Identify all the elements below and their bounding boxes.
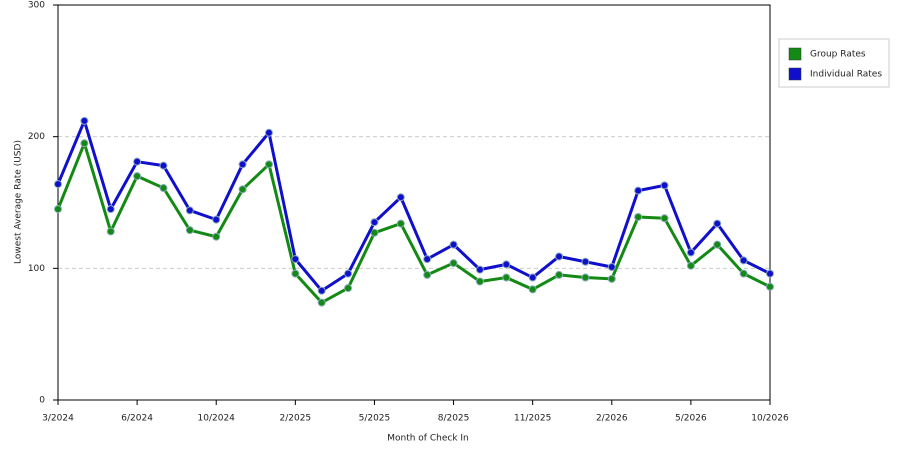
legend-swatch (788, 67, 802, 81)
point (80, 116, 89, 125)
point (396, 193, 405, 202)
point (185, 226, 194, 235)
legend-swatch (788, 47, 802, 61)
point (291, 255, 300, 264)
point (475, 277, 484, 286)
point (344, 269, 353, 278)
point (713, 219, 722, 228)
point (370, 218, 379, 227)
plot-frame (57, 4, 771, 401)
point (423, 270, 432, 279)
point (449, 259, 458, 268)
point (185, 206, 194, 215)
y-axis-label: Lowest Average Rate (USD) (14, 140, 24, 264)
point (581, 257, 590, 266)
x-tick-label: 10/2024 (198, 414, 236, 424)
x-tick-label: 8/2025 (438, 414, 470, 424)
x-tick-label: 2/2026 (596, 414, 628, 424)
point (502, 260, 511, 269)
point (396, 219, 405, 228)
x-tick-label: 3/2024 (42, 414, 74, 424)
x-tick-label: 5/2025 (359, 414, 391, 424)
point (370, 228, 379, 237)
point (54, 180, 62, 189)
legend-label: Individual Rates (810, 70, 882, 80)
point (212, 232, 221, 241)
y-tick-label: 100 (28, 264, 45, 274)
point (739, 269, 748, 278)
point (344, 284, 353, 293)
point (264, 160, 273, 169)
point (80, 139, 89, 148)
point (317, 286, 326, 295)
point (264, 128, 273, 137)
point (607, 274, 616, 283)
point (660, 181, 669, 190)
point (686, 248, 695, 257)
point (555, 270, 564, 279)
point (159, 161, 168, 170)
point (133, 157, 142, 166)
point (581, 273, 590, 282)
point (475, 265, 484, 274)
line (56, 119, 771, 293)
legend-label: Group Rates (810, 50, 866, 60)
x-tick-label: 2/2025 (279, 414, 311, 424)
point (159, 184, 168, 193)
point (106, 205, 115, 214)
point (133, 172, 142, 181)
point (686, 261, 695, 270)
point (238, 185, 247, 194)
x-tick-label: 10/2026 (751, 414, 789, 424)
point (713, 240, 722, 249)
point (291, 269, 300, 278)
point (660, 214, 669, 223)
point (317, 298, 326, 307)
y-tick-label: 0 (39, 396, 45, 406)
x-tick-label: 6/2024 (121, 414, 153, 424)
point (54, 205, 62, 214)
point (449, 240, 458, 249)
point (766, 269, 774, 278)
point (238, 160, 247, 169)
point (106, 227, 115, 236)
y-tick-label: 300 (28, 1, 45, 11)
point (555, 252, 564, 261)
x-tick-label: 11/2025 (514, 414, 551, 424)
point (502, 273, 511, 282)
point (739, 256, 748, 265)
point (634, 186, 643, 195)
point (634, 212, 643, 221)
point (423, 255, 432, 264)
point (212, 215, 221, 224)
x-axis-label: Month of Check In (387, 434, 469, 444)
line (56, 141, 771, 305)
x-tick-label: 5/2026 (675, 414, 707, 424)
point (766, 282, 774, 291)
y-tick-label: 200 (28, 132, 45, 142)
point (528, 273, 537, 282)
point (528, 285, 537, 294)
point (607, 263, 616, 272)
